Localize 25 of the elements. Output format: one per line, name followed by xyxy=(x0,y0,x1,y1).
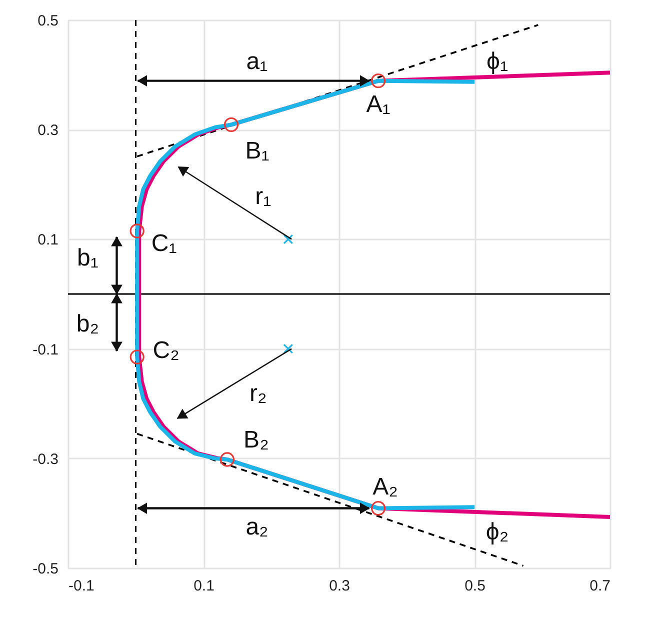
annotation: b₁ xyxy=(77,244,98,272)
annotation: ϕ₂ xyxy=(486,518,509,546)
annotation: ϕ₁ xyxy=(486,48,508,75)
x-tick-label: 0.1 xyxy=(194,578,214,594)
annotation: C₂ xyxy=(152,337,180,364)
annotation: a₂ xyxy=(246,513,268,540)
annotation: r₂ xyxy=(250,380,267,407)
annotation: B₂ xyxy=(244,426,269,454)
annotation: b₂ xyxy=(76,310,100,338)
annotation: a₁ xyxy=(246,48,268,75)
x-tick-label: -0.1 xyxy=(68,578,94,594)
y-tick-label: -0.1 xyxy=(32,341,58,358)
x-tick-label: 0.5 xyxy=(464,578,486,594)
y-tick-label: 0.1 xyxy=(38,232,58,249)
x-tick-label: 0.7 xyxy=(590,578,610,594)
annotation: A₂ xyxy=(372,473,398,500)
y-tick-label: 0.5 xyxy=(38,12,58,30)
x-tick-label: 0.3 xyxy=(329,578,350,594)
annotation: r₁ xyxy=(255,183,272,210)
y-tick-label: -0.3 xyxy=(32,450,58,468)
annotation: A₁ xyxy=(366,90,390,118)
y-tick-label: -0.5 xyxy=(32,560,58,578)
y-tick-label: 0.3 xyxy=(38,122,58,140)
annotation: B₁ xyxy=(245,138,270,165)
annotation: C₁ xyxy=(151,230,177,257)
